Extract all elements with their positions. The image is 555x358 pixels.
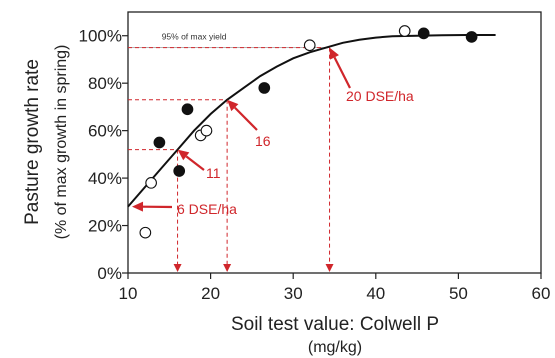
reference-line-label: 95% of max yield (162, 32, 227, 42)
y-tick-label: 60% (88, 122, 122, 141)
label-16: 16 (255, 133, 271, 149)
data-point-open (139, 226, 152, 239)
annotation-arrows (132, 47, 351, 212)
data-point-filled (153, 136, 166, 149)
data-point-filled (465, 31, 478, 43)
data-point-filled (173, 165, 186, 177)
x-ticks: 10 20 30 40 50 60 (119, 273, 551, 303)
x-axis-unit: (mg/kg) (308, 339, 362, 356)
annotation-arrowhead (132, 201, 144, 212)
x-tick-label: 60 (532, 284, 551, 303)
data-point-open (398, 25, 411, 37)
y-ticks: 0% 20% 40% 60% 80% 100% (79, 27, 128, 283)
label-20-dse: 20 DSE/ha (346, 88, 414, 104)
annotation-arrowhead (227, 99, 239, 112)
axis-arrowhead (223, 264, 232, 272)
x-tick-label: 40 (366, 284, 385, 303)
axis-arrowhead (325, 264, 334, 272)
y-axis-title: Pasture growth rate (22, 59, 43, 225)
data-points (139, 25, 478, 239)
data-point-open (303, 39, 316, 52)
annotation-arrowhead (329, 47, 339, 60)
data-point-filled (258, 82, 271, 94)
x-tick-label: 20 (201, 284, 220, 303)
annotation-arrow-shaft (333, 56, 351, 89)
y-tick-label: 40% (88, 169, 122, 188)
y-axis-subtitle: (% of max growth in spring) (53, 45, 70, 240)
x-tick-label: 50 (449, 284, 468, 303)
x-tick-label: 10 (119, 284, 138, 303)
axis-arrowhead (173, 264, 182, 272)
plot-area: 0% 20% 40% 60% 80% 100% 10 20 30 40 50 60 95% of m… (79, 11, 551, 303)
y-tick-label: 100% (79, 27, 122, 46)
axes-frame (127, 11, 542, 274)
response-curve (127, 34, 496, 208)
annotation-arrow-shaft (185, 155, 205, 171)
data-point-filled (417, 27, 430, 40)
annotation-arrow-shaft (234, 106, 258, 131)
label-6-dse: 6 DSE/ha (177, 201, 237, 217)
data-point-open (200, 124, 213, 137)
x-axis-title: Soil test value: Colwell P (231, 314, 439, 335)
y-tick-label: 0% (97, 264, 122, 283)
data-point-filled (181, 103, 194, 116)
data-point-open (145, 176, 157, 189)
annotation-arrowhead (177, 149, 190, 161)
annotation-dashes (128, 47, 334, 272)
y-tick-label: 80% (88, 74, 122, 93)
y-tick-label: 20% (88, 217, 122, 236)
x-tick-label: 30 (284, 284, 303, 303)
label-11: 11 (206, 165, 221, 181)
